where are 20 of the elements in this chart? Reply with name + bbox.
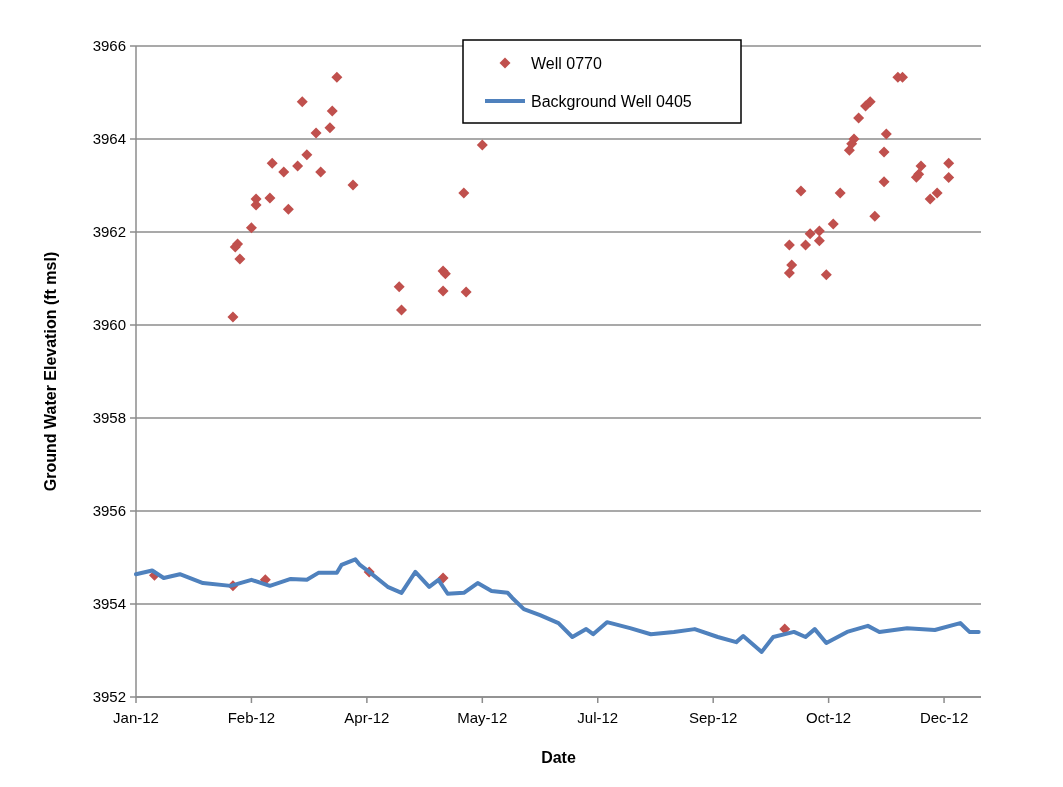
x-tick-label: Dec-12 [919, 709, 969, 726]
x-axis-title: Date [541, 749, 576, 766]
x-tick-label: Sep-12 [689, 709, 738, 726]
legend-label: Well 0770 [531, 54, 602, 72]
y-tick-label: 3956 [92, 502, 126, 520]
x-tick-label: Jan-12 [113, 709, 159, 726]
x-tick-label: May-12 [457, 709, 508, 726]
y-tick-label: 3952 [92, 688, 126, 706]
y-axis-title: Ground Water Elevation (ft msl) [42, 251, 59, 492]
legend-label: Background Well 0405 [531, 92, 692, 110]
y-tick-label: 3964 [92, 130, 126, 148]
y-tick-label: 3966 [92, 37, 126, 55]
x-tick-label: Jul-12 [577, 709, 619, 726]
x-tick-label: Oct-12 [806, 709, 852, 726]
y-tick-label: 3960 [92, 316, 126, 334]
x-tick-label: Apr-12 [344, 709, 390, 726]
x-tick-label: Feb-12 [227, 709, 276, 726]
y-tick-label: 3958 [92, 409, 126, 427]
y-tick-label: 3954 [92, 595, 126, 613]
y-tick-label: 3962 [92, 223, 126, 241]
